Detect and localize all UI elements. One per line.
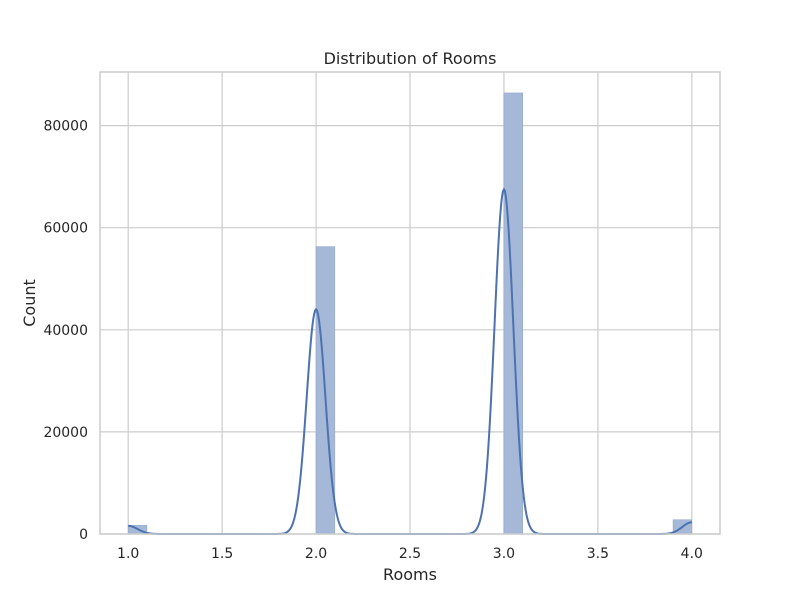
x-axis-label: Rooms bbox=[383, 565, 437, 584]
y-tick-labels: 0 20000 40000 60000 80000 bbox=[43, 119, 88, 543]
x-tick-label: 2.0 bbox=[305, 546, 327, 562]
y-tick-label: 80000 bbox=[43, 119, 88, 135]
x-tick-label: 2.5 bbox=[399, 546, 421, 562]
y-tick-label: 60000 bbox=[43, 221, 88, 237]
y-tick-label: 40000 bbox=[43, 323, 88, 339]
x-tick-label: 1.5 bbox=[211, 546, 233, 562]
chart-title: Distribution of Rooms bbox=[324, 49, 497, 68]
x-tick-label: 1.0 bbox=[117, 546, 139, 562]
x-tick-label: 3.0 bbox=[493, 546, 515, 562]
y-tick-label: 0 bbox=[79, 527, 88, 543]
x-tick-label: 3.5 bbox=[587, 546, 609, 562]
plot-frame bbox=[99, 71, 721, 535]
y-axis-label: Count bbox=[20, 279, 39, 327]
y-tick-label: 20000 bbox=[43, 425, 88, 441]
x-tick-labels: 1.0 1.5 2.0 2.5 3.0 3.5 4.0 bbox=[117, 546, 703, 562]
x-tick-label: 4.0 bbox=[681, 546, 703, 562]
